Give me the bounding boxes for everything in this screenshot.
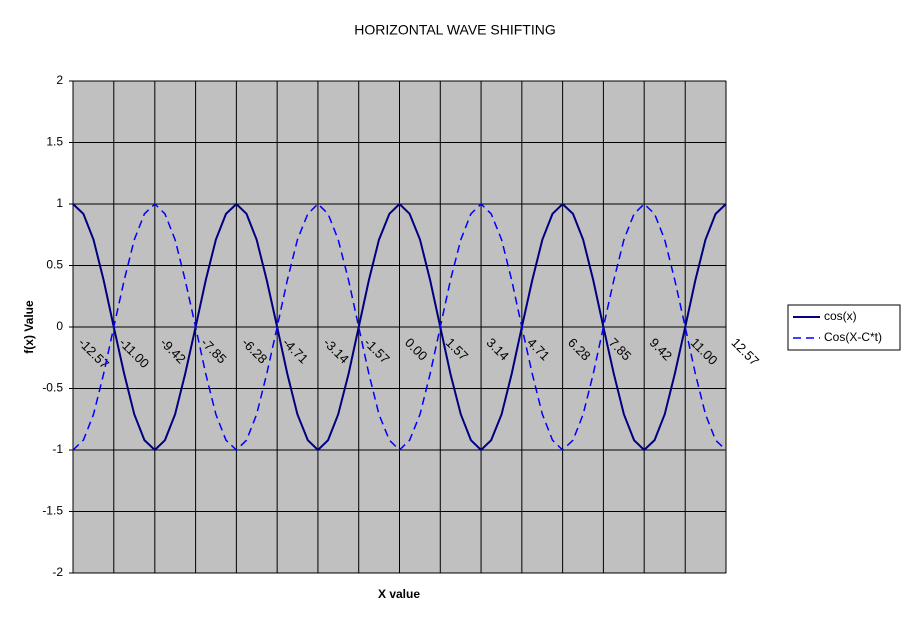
legend-box — [787, 304, 901, 351]
y-tick-label: -0.5 — [42, 381, 63, 395]
x-axis-title: X value — [378, 587, 420, 601]
y-tick-label: 2 — [56, 73, 63, 87]
legend-label: cos(x) — [824, 309, 857, 323]
x-tick-label: 12.57 — [728, 335, 762, 369]
y-tick-label: -2 — [52, 565, 63, 579]
chart-title: HORIZONTAL WAVE SHIFTING — [354, 22, 555, 38]
series-line — [72, 202, 727, 452]
y-tick-label: 0 — [56, 319, 63, 333]
y-tick-label: -1 — [52, 442, 63, 456]
y-axis-title: f(x) Value — [22, 300, 36, 354]
y-tick-label: 1 — [56, 196, 63, 210]
y-tick-label: 1.5 — [46, 135, 63, 149]
legend-label: Cos(X-C*t) — [824, 330, 882, 344]
y-tick-label: 0.5 — [46, 258, 63, 272]
y-tick-label: -1.5 — [42, 504, 63, 518]
series-line — [72, 202, 727, 452]
